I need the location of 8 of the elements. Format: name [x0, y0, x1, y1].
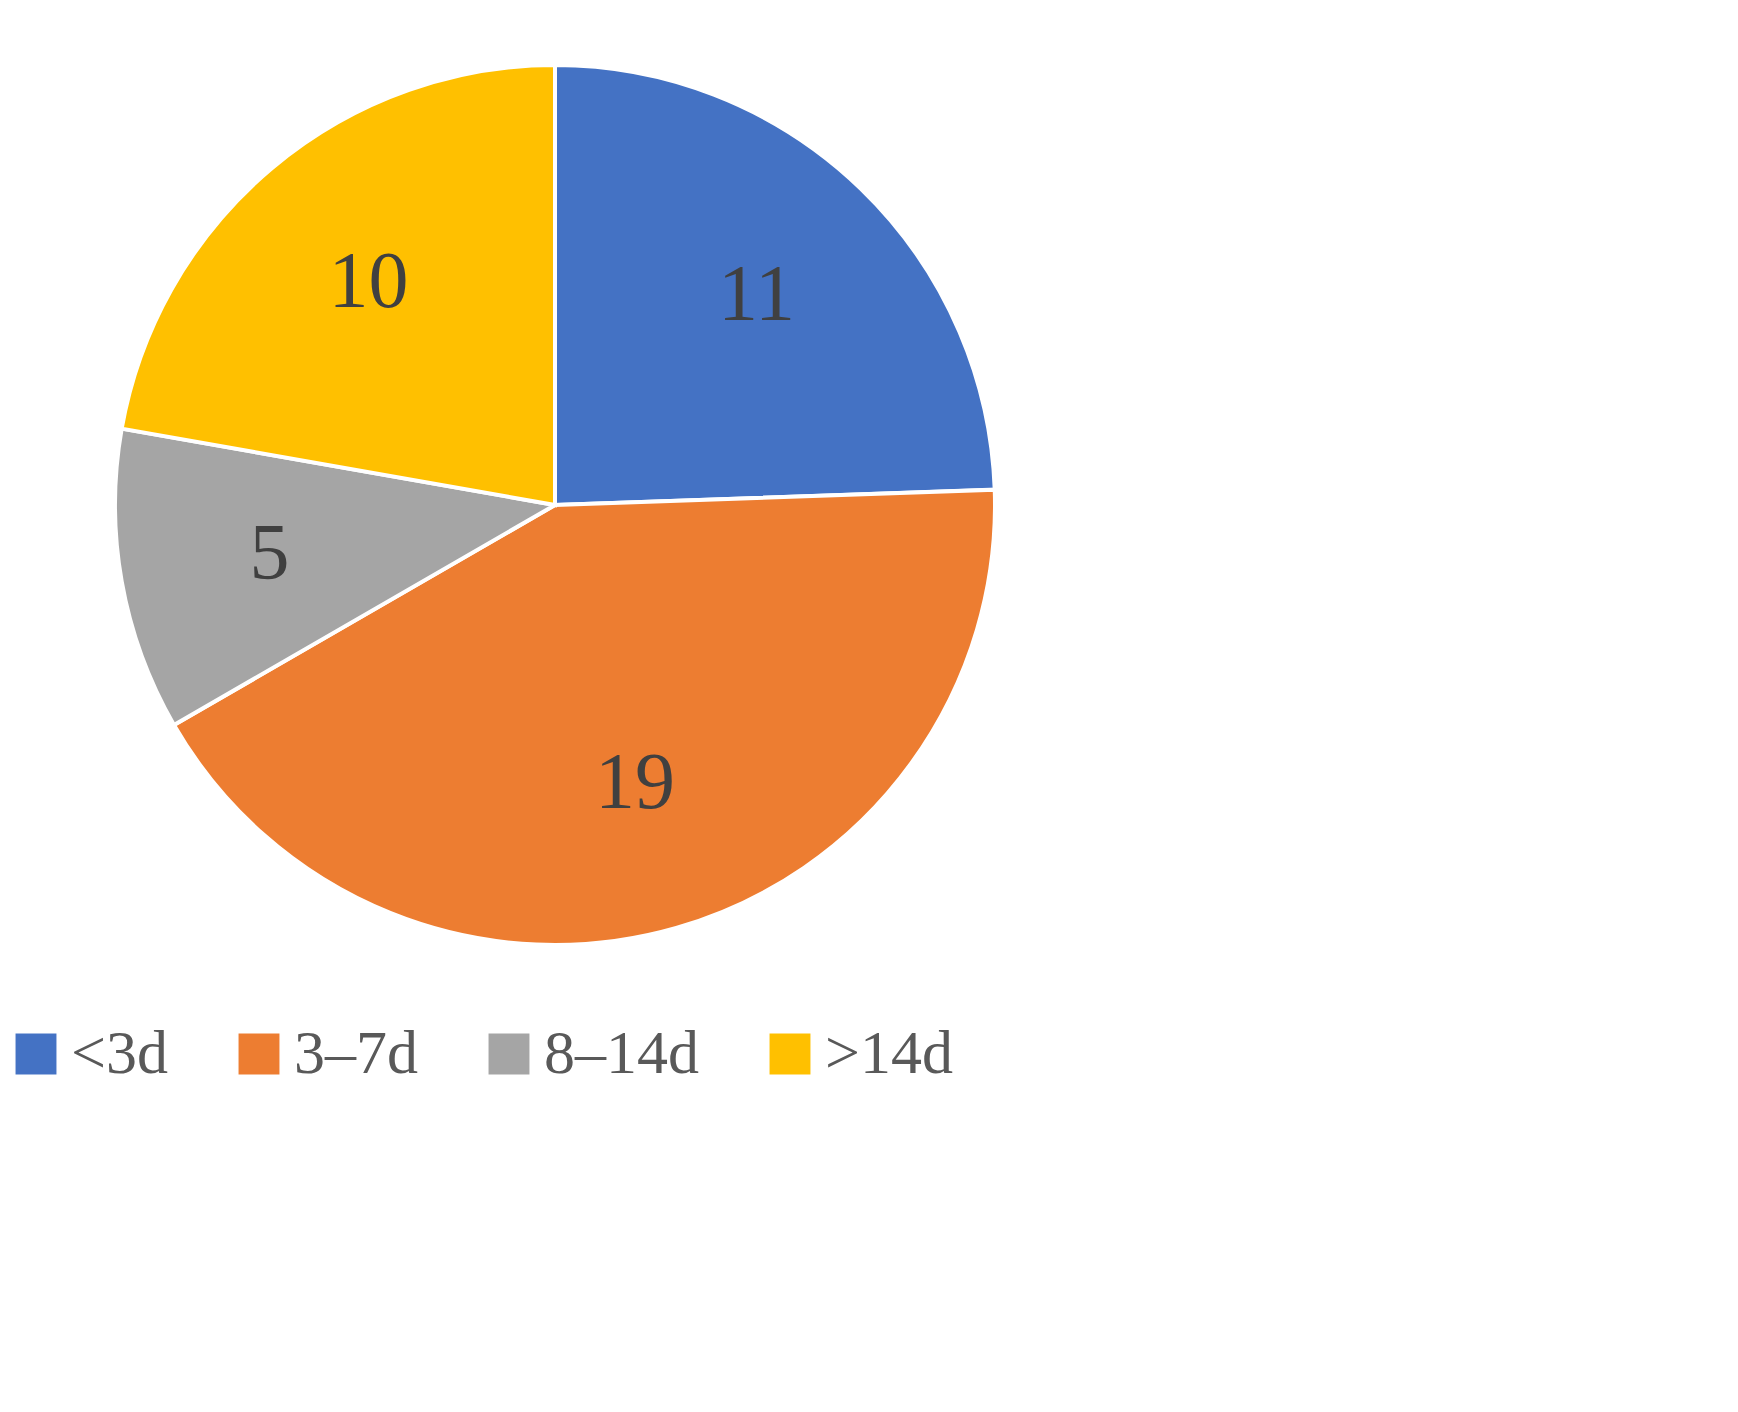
legend-label: <3d — [71, 1018, 168, 1086]
data-label: 11 — [717, 249, 795, 338]
legend-label: 8–14d — [544, 1018, 699, 1086]
legend-label: >14d — [825, 1018, 953, 1086]
data-label: 19 — [594, 736, 675, 825]
legend-label: 3–7d — [294, 1018, 418, 1086]
data-label: 5 — [249, 508, 290, 597]
data-label: 10 — [328, 235, 409, 324]
